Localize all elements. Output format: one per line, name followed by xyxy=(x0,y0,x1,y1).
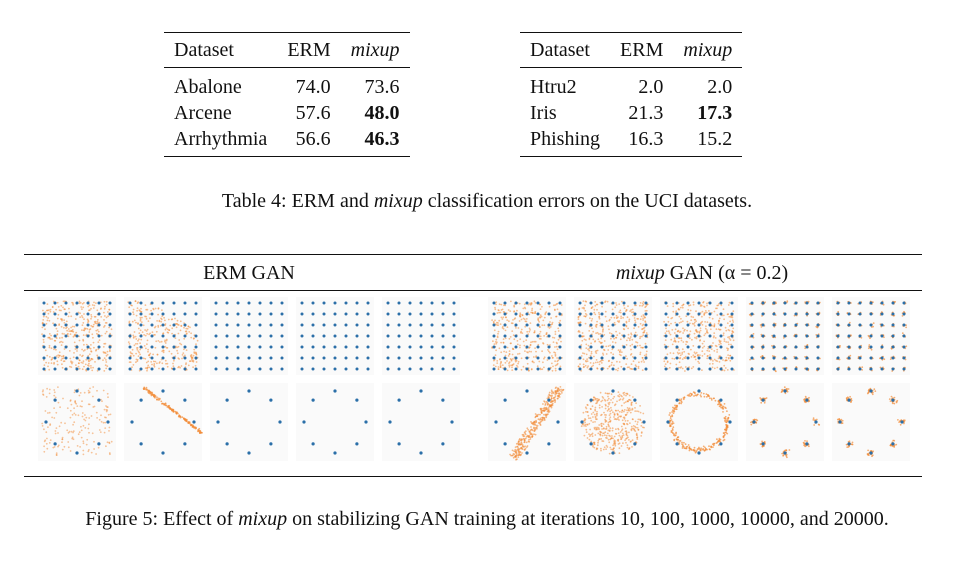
table-caption: Table 4: ERM and mixup classification er… xyxy=(0,190,974,213)
cell-erm: 2.0 xyxy=(638,76,664,98)
figure-caption-suffix: on stabilizing GAN training at iteration… xyxy=(287,508,889,530)
cell-dataset: Phishing xyxy=(520,126,611,157)
table-row: Iris 21.3 17.3 xyxy=(520,100,742,126)
header-erm: ERM xyxy=(277,32,341,68)
table-left: Dataset ERM mixup Abalone 74.0 73.6 Arce… xyxy=(164,32,410,157)
figure-top-rule xyxy=(24,254,922,255)
table-right: Dataset ERM mixup Htru2 2.0 2.0 Iris 21.… xyxy=(520,32,743,157)
erm-gan-header: ERM GAN xyxy=(203,262,295,284)
mixup-gan-header-em: mixup xyxy=(615,262,665,284)
table-row: Htru2 2.0 2.0 xyxy=(520,68,742,101)
header-erm: ERM xyxy=(610,32,674,68)
cell-mixup: 46.3 xyxy=(340,126,410,157)
cell-dataset: Arrhythmia xyxy=(164,126,278,157)
mixup-gan-header-rest: GAN (α = 0.2) xyxy=(664,262,789,284)
table-row: Arrhythmia 56.6 46.3 xyxy=(164,126,410,157)
table-row: Phishing 16.3 15.2 xyxy=(520,126,743,157)
table-row: Arcene 57.6 48.0 xyxy=(164,100,410,126)
header-dataset: Dataset xyxy=(520,32,611,68)
cell-erm: 74.0 xyxy=(295,76,331,98)
cell-mixup: 73.6 xyxy=(364,76,400,98)
cell-erm: 21.3 xyxy=(628,102,664,124)
header-mixup: mixup xyxy=(673,32,743,68)
figure-caption: Figure 5: Effect of mixup on stabilizing… xyxy=(0,508,974,531)
mixup-gan-header: mixup GAN (α = 0.2) xyxy=(482,262,922,285)
cell-erm: 56.6 xyxy=(277,126,341,157)
cell-erm: 57.6 xyxy=(295,102,331,124)
cell-dataset: Htru2 xyxy=(530,76,577,98)
cell-mixup: 15.2 xyxy=(673,126,743,157)
table-caption-em: mixup xyxy=(373,190,423,212)
cell-dataset: Arcene xyxy=(174,102,232,124)
cell-dataset: Abalone xyxy=(174,76,242,98)
header-dataset: Dataset xyxy=(164,32,278,68)
table-caption-prefix: Table 4: ERM and xyxy=(221,190,374,212)
figure-caption-em: mixup xyxy=(238,508,288,530)
figure-caption-prefix: Figure 5: Effect of xyxy=(85,508,239,530)
cell-erm: 16.3 xyxy=(610,126,674,157)
cell-mixup: 17.3 xyxy=(697,102,733,124)
cell-mixup: 2.0 xyxy=(707,76,733,98)
figure-header-rule xyxy=(24,290,922,291)
table-row: Abalone 74.0 73.6 xyxy=(164,68,410,101)
cell-dataset: Iris xyxy=(530,102,557,124)
figure-bottom-rule xyxy=(24,476,922,477)
header-mixup: mixup xyxy=(340,32,410,68)
table-caption-suffix: classification errors on the UCI dataset… xyxy=(422,190,753,212)
cell-mixup: 48.0 xyxy=(364,102,400,124)
